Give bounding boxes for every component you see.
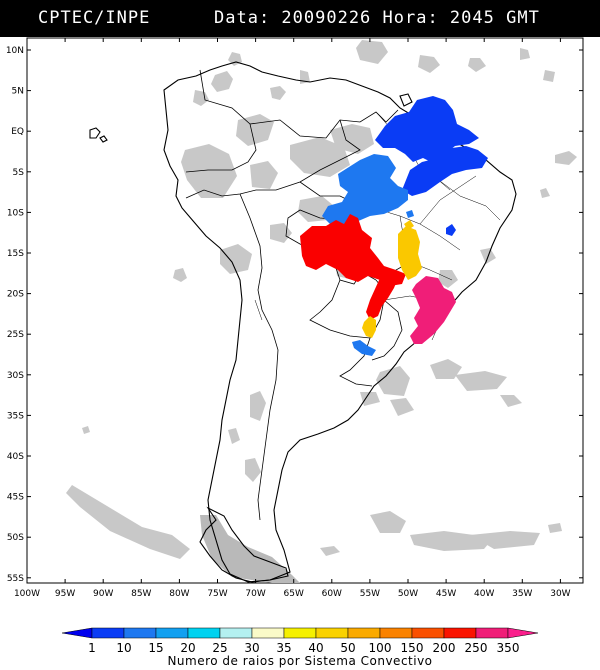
- system-minas-sao-paulo: [410, 276, 456, 344]
- legend-label: 350: [497, 641, 520, 655]
- system-mato-grosso-sul: [366, 272, 398, 320]
- lat-tick-label: 25S: [7, 330, 24, 340]
- lat-tick-label: 50S: [7, 533, 24, 543]
- system-parana: [362, 316, 376, 338]
- legend-label: 40: [308, 641, 323, 655]
- system-goias: [398, 226, 422, 280]
- legend-swatch: [315, 627, 349, 639]
- lon-tick-label: 100W: [14, 589, 40, 599]
- legend-label: 20: [180, 641, 195, 655]
- system-amazon-north: [375, 96, 479, 166]
- legend-label: 10: [116, 641, 131, 655]
- legend-label: 35: [276, 641, 291, 655]
- legend-swatch: [187, 627, 221, 639]
- lat-tick-label: 20S: [7, 290, 24, 300]
- legend-swatch: [443, 627, 477, 639]
- lat-tick-label: EQ: [11, 127, 24, 137]
- lon-tick-label: 65W: [284, 589, 304, 599]
- legend-swatch: [155, 627, 189, 639]
- header-source: CPTEC/INPE: [38, 8, 151, 28]
- header-datetime: Data: 20090226 Hora: 2045 GMT: [214, 8, 540, 28]
- lat-tick-label: 40S: [7, 452, 24, 462]
- header-bar: CPTEC/INPE Data: 20090226 Hora: 2045 GMT: [0, 0, 600, 37]
- legend-arrow-right: [507, 627, 539, 639]
- lon-tick-label: 95W: [55, 589, 75, 599]
- map-frame: [26, 37, 584, 584]
- lon-tick-label: 85W: [131, 589, 151, 599]
- lon-axis: 100W 95W 90W 85W 80W 75W 70W 65W 60W 55W 50W 45W 40W…: [14, 38, 571, 599]
- lat-tick-label: 55S: [7, 574, 24, 584]
- lon-tick-label: 30W: [550, 589, 570, 599]
- lon-tick-label: 40W: [474, 589, 494, 599]
- lat-tick-label: 5S: [13, 168, 25, 178]
- legend-label: 25: [212, 641, 227, 655]
- lon-tick-label: 80W: [169, 589, 189, 599]
- lon-tick-label: 50W: [398, 589, 418, 599]
- legend-label: 200: [433, 641, 456, 655]
- system-bolivia-mato-grosso: [300, 214, 406, 286]
- legend-label: 1: [88, 641, 96, 655]
- legend-swatch: [475, 627, 509, 639]
- coastlines: [89, 61, 517, 583]
- legend-title: Numero de raios por Sistema Convectivo: [167, 654, 432, 668]
- legend-label: 50: [340, 641, 355, 655]
- lon-tick-label: 75W: [207, 589, 227, 599]
- lat-tick-label: 10S: [7, 208, 24, 218]
- lon-tick-label: 35W: [512, 589, 532, 599]
- legend-swatch: [347, 627, 381, 639]
- lat-tick-label: 10N: [6, 46, 24, 56]
- legend-swatch: [91, 627, 125, 639]
- system-small-blue-2: [406, 210, 414, 218]
- legend-arrow-left: [61, 627, 93, 639]
- legend-swatch: [123, 627, 157, 639]
- lat-axis: 10N 5N EQ 5S 10S 15S 20S 25S 30S 35S 40S 45S 50S 55S: [6, 46, 583, 584]
- system-small-blue-east: [446, 224, 456, 236]
- lon-tick-label: 70W: [245, 589, 265, 599]
- lat-tick-label: 5N: [12, 87, 24, 97]
- legend: Numero de raios por Sistema Convectivo 1…: [61, 627, 539, 668]
- system-paraguay: [352, 340, 376, 356]
- legend-swatch: [283, 627, 317, 639]
- legend-label: 250: [465, 641, 488, 655]
- convective-systems: [300, 96, 488, 356]
- lat-tick-label: 35S: [7, 411, 24, 421]
- legend-swatch: [379, 627, 413, 639]
- legend-swatch: [219, 627, 253, 639]
- system-amazon-central: [322, 154, 408, 226]
- lon-tick-label: 55W: [360, 589, 380, 599]
- lon-tick-label: 60W: [322, 589, 342, 599]
- legend-label: 15: [148, 641, 163, 655]
- legend-swatch: [251, 627, 285, 639]
- legend-swatch: [411, 627, 445, 639]
- legend-label: 100: [369, 641, 392, 655]
- lon-tick-label: 90W: [93, 589, 113, 599]
- lat-tick-label: 30S: [7, 371, 24, 381]
- lat-tick-label: 15S: [7, 249, 24, 259]
- lon-tick-label: 45W: [436, 589, 456, 599]
- legend-label: 150: [401, 641, 424, 655]
- lat-tick-label: 45S: [7, 493, 24, 503]
- legend-label: 30: [244, 641, 259, 655]
- system-northeast: [402, 146, 488, 196]
- system-goias-top: [404, 220, 414, 230]
